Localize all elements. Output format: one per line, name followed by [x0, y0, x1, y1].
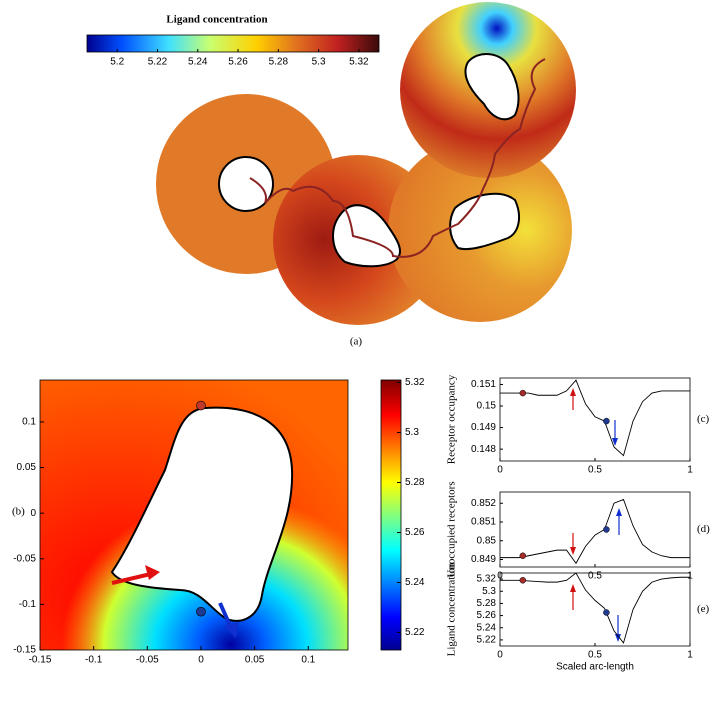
y-tick-label: 5.24	[477, 622, 497, 633]
panel-label: (b)	[12, 506, 25, 518]
x-tick-label: 0.5	[588, 465, 602, 476]
y-axis-label: Receptor occupancy	[446, 374, 458, 464]
y-tick-label: 5.3	[482, 586, 496, 597]
marker	[196, 606, 206, 617]
marker	[603, 526, 610, 533]
colorbar-tick-label: 5.32	[405, 377, 425, 388]
x-tick-label: 0.05	[245, 655, 265, 666]
colorbar-tick-label: 5.28	[269, 57, 289, 68]
plot-frame	[499, 572, 691, 647]
x-tick-label: -0.05	[136, 655, 159, 666]
x-tick-label: 1	[687, 650, 693, 661]
y-axis-label: Unoccupied receptors	[446, 481, 458, 577]
y-tick-label: 5.26	[477, 610, 497, 621]
colorbar-tick-label: 5.3	[312, 57, 326, 68]
y-tick-label: 0.1	[22, 417, 36, 428]
annotation-arrows	[570, 388, 622, 642]
x-tick-label: 1	[687, 465, 693, 476]
y-tick-label: -0.1	[19, 599, 37, 610]
marker	[603, 417, 610, 425]
y-axis-label: Ligand concentration	[446, 562, 458, 656]
y-tick-label: 5.28	[477, 598, 497, 609]
y-tick-label: 0	[30, 508, 36, 519]
y-tick-label: -0.15	[13, 645, 36, 656]
colorbar-tick-label: 5.32	[349, 57, 369, 68]
x-tick-label: 0	[497, 465, 503, 476]
colorbar-tick-label: 5.26	[228, 57, 248, 68]
plot-frame	[499, 377, 691, 462]
line	[500, 379, 690, 457]
colorbar	[86, 34, 380, 53]
colorbar	[380, 379, 402, 651]
panel-label: (a)	[350, 336, 363, 348]
marker	[519, 577, 527, 584]
marker	[196, 400, 206, 411]
colorbar-tick-label: 5.22	[405, 627, 425, 638]
y-tick-label: 0.151	[471, 379, 496, 390]
colorbar-tick-label: 5.3	[405, 427, 419, 438]
x-axis-label: Scaled arc-length	[556, 662, 634, 673]
y-tick-label: 0.05	[17, 462, 37, 473]
panel-a-field	[156, 2, 576, 325]
y-tick-label: -0.05	[13, 553, 36, 564]
x-tick-label: -0.1	[85, 655, 103, 666]
y-tick-label: 5.32	[477, 574, 497, 585]
x-tick-label: -0.15	[29, 655, 52, 666]
panel-label: (e)	[697, 603, 710, 615]
y-tick-label: 0.851	[471, 517, 496, 528]
panel-b-field	[40, 380, 348, 650]
y-tick-label: 0.849	[471, 554, 496, 565]
colorbar-tick-label: 5.24	[188, 57, 208, 68]
colorbar-tick-label: 5.2	[110, 57, 124, 68]
colorbar-title: Ligand concentration	[166, 14, 267, 26]
marker	[519, 552, 527, 559]
y-tick-label: 5.22	[477, 635, 497, 646]
arrow-head	[224, 622, 239, 638]
y-tick-label: 0.148	[471, 444, 496, 455]
colorbar-tick-label: 5.26	[405, 527, 425, 538]
x-tick-label: 0	[198, 655, 204, 666]
line	[500, 498, 690, 565]
panel-label: (d)	[697, 523, 710, 535]
x-tick-label: 0.1	[301, 655, 315, 666]
y-tick-label: 0.85	[477, 535, 497, 546]
x-tick-label: 0.5	[588, 650, 602, 661]
x-tick-label: 0.5	[588, 571, 602, 582]
line	[500, 572, 690, 644]
plot-frame	[39, 379, 349, 651]
y-tick-label: 0.852	[471, 498, 496, 509]
arrow-head	[145, 565, 160, 580]
marker	[603, 609, 610, 616]
y-tick-label: 0.15	[477, 401, 497, 412]
marker	[519, 389, 527, 397]
colorbar-tick-label: 5.22	[148, 57, 168, 68]
y-tick-label: 0.149	[471, 422, 496, 433]
x-tick-label: 0	[497, 650, 503, 661]
panel-label: (c)	[697, 413, 710, 425]
colorbar-tick-label: 5.24	[405, 577, 425, 588]
colorbar-tick-label: 5.28	[405, 477, 425, 488]
